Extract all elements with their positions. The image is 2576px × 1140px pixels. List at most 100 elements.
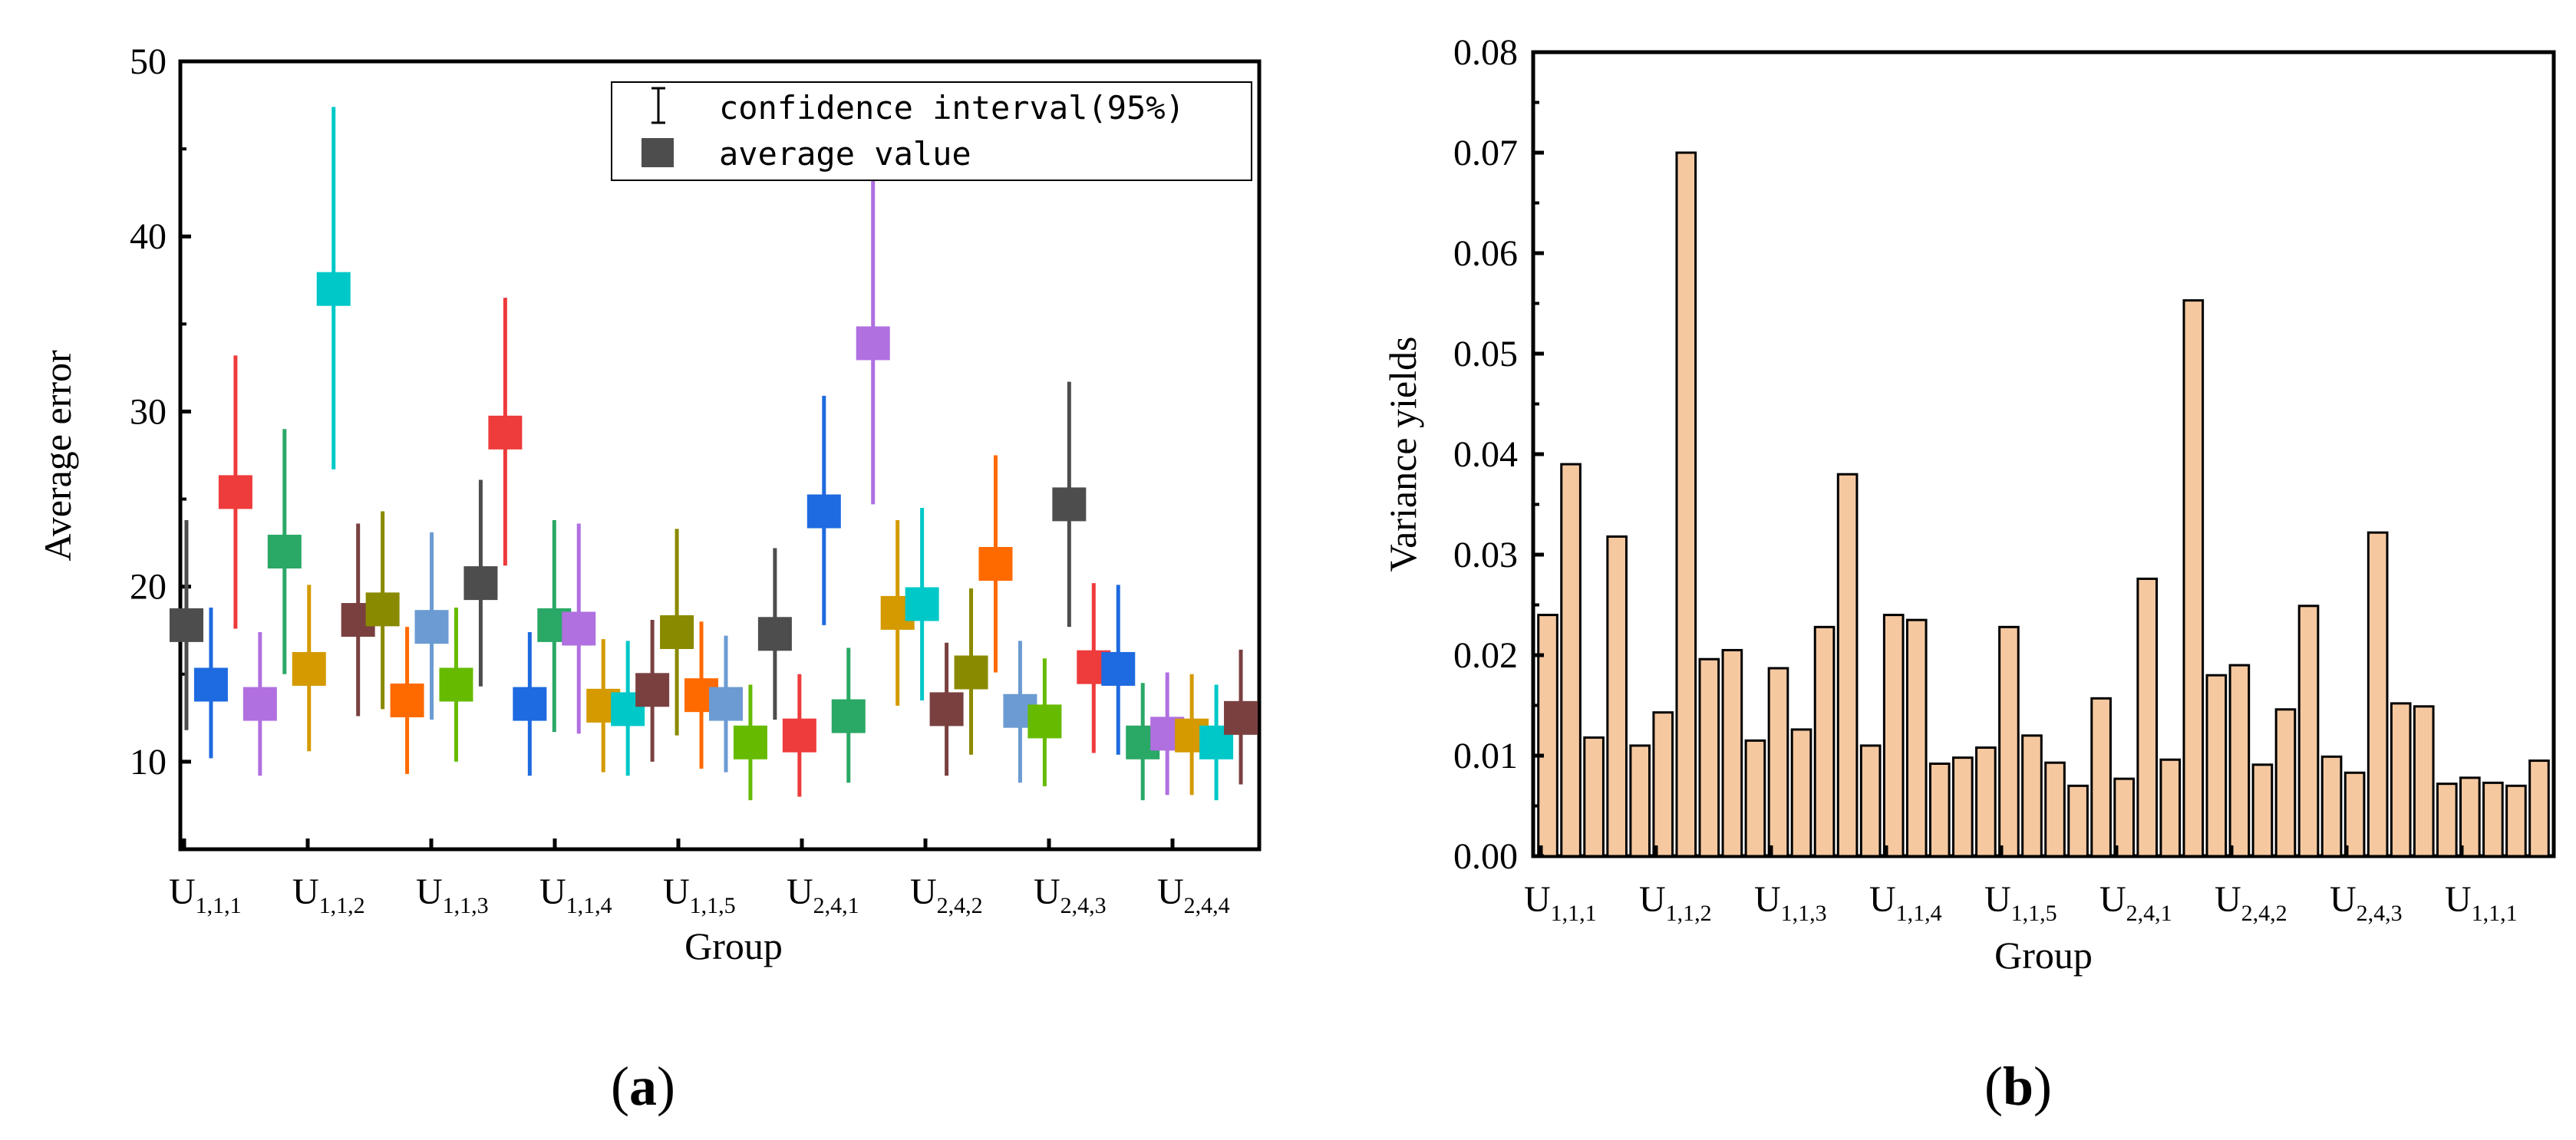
x-tick-label: U1,1,2 <box>1639 879 1712 926</box>
x-tick-label: U1,1,5 <box>1984 879 2057 926</box>
panel-a-label: (a) <box>611 1056 675 1117</box>
variance-bar <box>2343 771 2366 858</box>
data-point <box>611 641 645 776</box>
x-tick-label: U1,1,5 <box>663 871 736 918</box>
data-point <box>806 395 841 625</box>
data-point <box>1027 658 1062 786</box>
average-value-marker <box>856 326 890 361</box>
variance-bar <box>2136 577 2159 858</box>
panel-a-y-axis: 10 20 30 40 50 <box>130 41 191 783</box>
variance-bar <box>1675 151 1697 858</box>
x-tick-subscript: 1,1,1 <box>2472 901 2518 926</box>
variance-bar <box>2528 759 2550 858</box>
data-point <box>513 632 547 776</box>
x-tick-label: U1,1,1 <box>1524 879 1597 926</box>
data-point <box>660 529 694 736</box>
variance-bar <box>2228 664 2251 858</box>
data-point <box>954 588 988 755</box>
average-value-marker <box>635 673 670 707</box>
y-tick-label: 0.03 <box>1453 535 1518 575</box>
variance-bar <box>1767 667 1789 858</box>
data-point <box>463 479 498 687</box>
x-tick-label: U1,1,4 <box>1869 879 1942 926</box>
x-tick-subscript: 1,1,5 <box>2011 901 2057 926</box>
average-value-marker <box>488 415 523 450</box>
average-value-marker <box>1224 700 1258 735</box>
x-tick-label: U1,1,1 <box>2445 879 2518 926</box>
variance-bar <box>1744 739 1766 858</box>
data-point <box>782 674 816 797</box>
data-point <box>414 532 449 720</box>
average-value-marker <box>242 687 277 721</box>
panel-a-data-points <box>169 107 1258 801</box>
y-tick-label: 0.07 <box>1453 133 1518 173</box>
average-value-marker <box>978 546 1013 581</box>
x-tick-subscript: 1,1,2 <box>1666 901 1712 926</box>
x-tick-label: U1,1,4 <box>539 871 612 918</box>
data-point <box>242 632 277 776</box>
data-point <box>733 684 767 801</box>
legend-average-value-label: average value <box>719 135 971 173</box>
average-value-marker <box>929 692 964 727</box>
data-point <box>316 107 351 470</box>
variance-bar <box>1998 625 2020 858</box>
panel-a-plot-frame <box>178 59 1262 852</box>
variance-bar <box>2505 784 2527 858</box>
panel-b-label: (b) <box>1984 1056 2052 1117</box>
y-tick-label: 0.05 <box>1453 334 1518 374</box>
average-value-marker <box>193 667 228 702</box>
variance-bar <box>2044 761 2066 858</box>
panel-a-y-axis-label: Average error <box>36 350 79 562</box>
y-tick-label: 0.06 <box>1453 233 1518 274</box>
x-tick-label: U1,1,1 <box>169 871 242 918</box>
average-value-marker <box>513 687 547 721</box>
data-point <box>218 355 252 629</box>
x-tick-label: U2,4,1 <box>787 871 859 918</box>
x-tick-subscript: 1,1,3 <box>443 893 489 918</box>
x-tick-subscript: 1,1,4 <box>566 893 612 918</box>
variance-bar <box>1836 473 1859 858</box>
variance-bar <box>1928 762 1951 858</box>
panel-a-x-axis-label: Group <box>684 924 783 967</box>
x-tick-label: U2,4,2 <box>2215 879 2287 926</box>
average-value-marker <box>463 566 498 601</box>
variance-bar <box>2482 781 2504 858</box>
average-value-marker <box>1052 487 1087 522</box>
variance-bar <box>2021 734 2043 858</box>
data-point <box>488 298 523 566</box>
x-tick-label: U1,1,3 <box>1754 879 1827 926</box>
data-point <box>193 608 228 759</box>
average-value-marker <box>414 610 449 644</box>
x-tick-subscript: 1,1,2 <box>319 893 365 918</box>
panel-a-legend: confidence interval(95%) average value <box>611 81 1252 181</box>
y-tick-label: 0.00 <box>1453 836 1518 877</box>
average-value-marker <box>708 687 743 721</box>
panel-b-bars <box>1537 151 2550 858</box>
average-value-marker <box>562 611 596 646</box>
variance-bar <box>2159 758 2182 858</box>
average-value-marker <box>169 608 203 642</box>
x-tick-label: U1,1,3 <box>416 871 489 918</box>
confidence-interval-legend-icon <box>651 87 665 124</box>
average-value-marker <box>806 494 841 529</box>
average-value-marker <box>267 535 302 569</box>
x-tick-subscript: 1,1,1 <box>196 893 242 918</box>
panel-a-error-chart: 10 20 30 40 50 U1,1,1 U1,1,2 U1,1,3 U1,1,4 U1,1,… <box>36 41 1262 1117</box>
y-tick-label: 10 <box>130 742 167 783</box>
average-value-marker <box>390 684 424 718</box>
variance-bar <box>2113 777 2135 858</box>
variance-bar <box>2413 705 2435 858</box>
panel-b-y-axis: 0.00 0.01 0.02 0.03 0.04 0.05 0.06 0.07 0.08 <box>1453 32 1544 877</box>
x-tick-subscript: 1,1,5 <box>690 893 736 918</box>
panel-b-y-axis-label: Variance yields <box>1381 337 1424 572</box>
variance-bar <box>2251 763 2274 858</box>
x-tick-subscript: 1,1,1 <box>1551 901 1597 926</box>
x-tick-subscript: 2,4,3 <box>1060 893 1107 918</box>
average-value-marker <box>831 699 866 733</box>
x-tick-subscript: 2,4,3 <box>2357 901 2403 926</box>
average-value-marker <box>954 655 988 690</box>
data-point <box>1101 585 1136 755</box>
y-tick-label: 20 <box>130 567 167 608</box>
average-value-marker <box>1027 704 1062 739</box>
